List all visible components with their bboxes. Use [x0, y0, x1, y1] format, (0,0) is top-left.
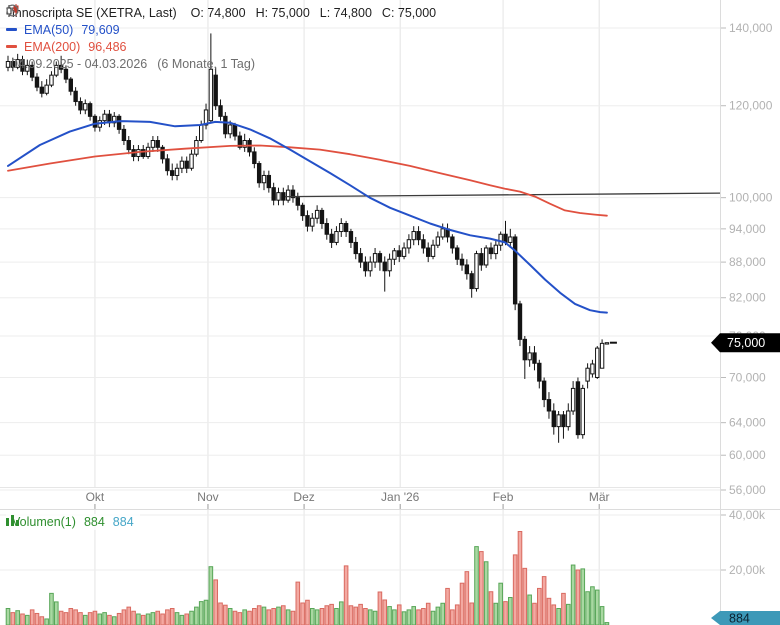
- svg-text:Mär: Mär: [589, 490, 610, 504]
- grid-lines: [0, 0, 720, 625]
- date-range-text: 04.09.2025 - 04.03.2026: [11, 56, 148, 71]
- svg-text:64,000: 64,000: [729, 416, 766, 430]
- ema50-swatch-icon: [6, 28, 17, 31]
- date-range-row[interactable]: 04.09.2025 - 04.03.2026 (6 Monate, 1 Tag…: [6, 4, 436, 72]
- ohlc-close: C: 75,000: [381, 5, 437, 20]
- candlestick-series: [5, 33, 610, 443]
- svg-text:40,00k: 40,00k: [729, 508, 766, 522]
- svg-text:120,000: 120,000: [729, 99, 773, 113]
- svg-text:Okt: Okt: [86, 490, 105, 504]
- ema200-line: [7, 144, 608, 217]
- date-granularity-text: (6 Monate, 1 Tag): [157, 56, 255, 71]
- svg-text:70,000: 70,000: [729, 370, 766, 384]
- volume-legend-row[interactable]: Volumen(1) 884 884: [6, 514, 140, 530]
- ema200-value: 96,486: [88, 39, 127, 54]
- svg-text:Nov: Nov: [197, 490, 218, 504]
- time-axis-labels[interactable]: Okt Nov Dez Jan '26 Feb Mär: [86, 490, 610, 509]
- volume-value-green: 884: [83, 515, 105, 529]
- ema200-label: EMA(200): [24, 39, 81, 54]
- svg-text:884: 884: [729, 612, 750, 625]
- instrument-header-row[interactable]: innoscripta SE (XETRA, Last) O: 74,800 H…: [6, 4, 436, 21]
- indicator-ema50-row[interactable]: EMA(50) 79,609: [6, 21, 436, 38]
- horizontal-trendline[interactable]: [284, 192, 721, 198]
- svg-text:75,000: 75,000: [727, 336, 765, 350]
- price-axis-labels[interactable]: 140,000 120,000 100,000 94,000 88,000 82,000 7…: [721, 21, 773, 497]
- instrument-title: innoscripta SE (XETRA, Last): [12, 5, 177, 20]
- volume-axis-labels[interactable]: 40,00k 20,00k: [721, 508, 766, 577]
- svg-text:Feb: Feb: [493, 490, 514, 504]
- svg-text:56,000: 56,000: [729, 483, 766, 497]
- ema50-value: 79,609: [81, 22, 120, 37]
- svg-text:82,000: 82,000: [729, 291, 766, 305]
- svg-text:94,000: 94,000: [729, 222, 766, 236]
- svg-text:Dez: Dez: [293, 490, 314, 504]
- ohlc-high: H: 75,000: [255, 5, 310, 20]
- svg-text:100,000: 100,000: [729, 191, 773, 205]
- svg-text:20,00k: 20,00k: [729, 563, 766, 577]
- volume-label: Volumen(1): [12, 515, 76, 529]
- svg-text:60,000: 60,000: [729, 448, 766, 462]
- last-price-marker: 75,000: [711, 333, 780, 353]
- volume-series: [5, 531, 610, 625]
- svg-text:88,000: 88,000: [729, 255, 766, 269]
- ema50-line: [7, 120, 608, 314]
- chart-legend: innoscripta SE (XETRA, Last) O: 74,800 H…: [6, 4, 436, 72]
- volume-value-teal: 884: [112, 515, 134, 529]
- ohlc-low: L: 74,800: [319, 5, 372, 20]
- indicator-ema200-row[interactable]: EMA(200) 96,486: [6, 38, 436, 55]
- svg-text:Jan '26: Jan '26: [381, 490, 420, 504]
- ema50-label: EMA(50): [24, 22, 74, 37]
- last-volume-marker: 884: [711, 611, 780, 625]
- ema200-swatch-icon: [6, 45, 17, 48]
- ohlc-open: O: 74,800: [190, 5, 246, 20]
- svg-text:140,000: 140,000: [729, 21, 773, 35]
